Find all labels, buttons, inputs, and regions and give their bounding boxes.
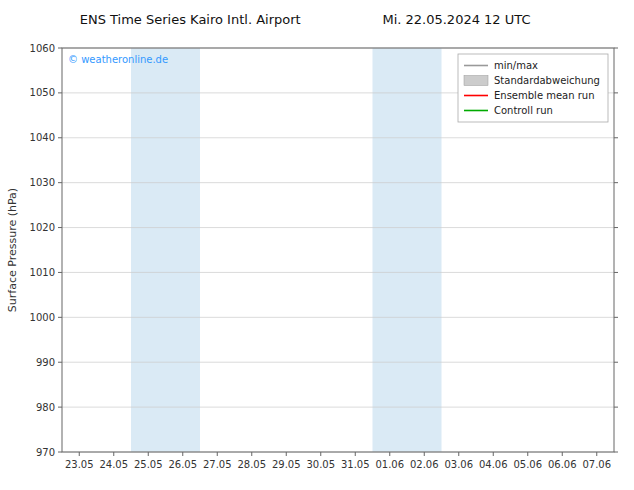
y-tick-label: 1030 — [30, 177, 55, 188]
legend-swatch — [464, 95, 488, 97]
legend-label: min/max — [494, 60, 538, 71]
grid-line — [62, 407, 614, 408]
y-tick — [58, 407, 62, 408]
shaded-regions — [131, 48, 442, 452]
y-tick-label: 1040 — [30, 132, 55, 143]
title: ENS Time Series Kairo Intl. Airport — [80, 12, 301, 27]
x-tick — [217, 452, 218, 456]
shaded-region — [131, 48, 200, 452]
x-tick-label: 06.06 — [548, 459, 577, 470]
x-tick-label: 02.06 — [410, 459, 439, 470]
legend-swatch — [464, 110, 488, 112]
x-tick-label: 29.05 — [272, 459, 301, 470]
x-tick — [113, 452, 114, 456]
y-tick — [58, 272, 62, 273]
grid-line — [62, 137, 614, 138]
x-tick-label: 03.06 — [444, 459, 473, 470]
x-axis: 23.05 24.05 25.05 26.05 27.05 28.05 29.05 30.05… — [65, 452, 611, 470]
y-tick — [58, 92, 62, 93]
y-tick-right — [614, 227, 618, 228]
x-tick-label: 28.05 — [237, 459, 266, 470]
y-tick-label: 1020 — [30, 222, 55, 233]
x-tick-label: 05.06 — [513, 459, 542, 470]
x-tick — [148, 452, 149, 456]
grid-line — [62, 317, 614, 318]
x-tick — [596, 452, 597, 456]
y-tick-right — [614, 272, 618, 273]
grid-line — [62, 362, 614, 363]
y-tick-right — [614, 452, 618, 453]
y-tick-label: 990 — [36, 357, 55, 368]
x-tick — [389, 452, 390, 456]
x-tick — [286, 452, 287, 456]
y-tick — [58, 452, 62, 453]
x-tick — [493, 452, 494, 456]
x-tick — [562, 452, 563, 456]
x-tick-label: 30.05 — [306, 459, 335, 470]
legend-label: Ensemble mean run — [494, 90, 595, 101]
y-tick — [58, 317, 62, 318]
grid-line — [62, 182, 614, 183]
y-tick-right — [614, 137, 618, 138]
grid-line — [62, 272, 614, 273]
y-tick-right — [614, 92, 618, 93]
x-tick — [320, 452, 321, 456]
y-tick-label: 1010 — [30, 267, 55, 278]
plot-frame — [62, 48, 614, 452]
x-tick-label: 23.05 — [65, 459, 94, 470]
y-tick-label: 970 — [36, 447, 55, 458]
x-tick — [251, 452, 252, 456]
y-tick-right — [614, 182, 618, 183]
x-tick-label: 01.06 — [375, 459, 404, 470]
legend-frame — [458, 54, 608, 122]
x-tick — [79, 452, 80, 456]
legend-swatch — [464, 76, 488, 86]
y-tick — [58, 48, 62, 49]
x-tick-label: 07.06 — [582, 459, 611, 470]
x-tick — [182, 452, 183, 456]
shaded-region — [373, 48, 442, 452]
y-tick-right — [614, 48, 618, 49]
y-tick-label: 980 — [36, 402, 55, 413]
legend-swatch — [464, 65, 488, 67]
y-tick-right — [614, 407, 618, 408]
x-tick — [355, 452, 356, 456]
x-tick-label: 31.05 — [341, 459, 370, 470]
y-tick-right — [614, 362, 618, 363]
watermark: © weatheronline.de — [68, 54, 168, 65]
y-tick — [58, 182, 62, 183]
chart: 970 980 990 1000 1010 1020 1030 1040 1050 1060 23.… — [0, 0, 634, 490]
x-tick — [527, 452, 528, 456]
y-tick-label: 1000 — [30, 312, 55, 323]
y-axis: 970 980 990 1000 1010 1020 1030 1040 1050 1060 — [30, 43, 618, 458]
x-tick-label: 04.06 — [479, 459, 508, 470]
y-tick — [58, 137, 62, 138]
y-tick — [58, 227, 62, 228]
y-tick — [58, 362, 62, 363]
y-tick-label: 1060 — [30, 43, 55, 54]
x-tick-label: 27.05 — [203, 459, 232, 470]
y-tick-right — [614, 317, 618, 318]
x-tick — [458, 452, 459, 456]
legend: min/max Standardabweichung Ensemble mean r… — [458, 54, 608, 122]
subtitle: Mi. 22.05.2024 12 UTC — [382, 12, 530, 27]
grid-line — [62, 227, 614, 228]
x-tick-label: 25.05 — [134, 459, 163, 470]
legend-label: Standardabweichung — [494, 75, 600, 86]
x-tick — [424, 452, 425, 456]
y-axis-label: Surface Pressure (hPa) — [6, 188, 19, 312]
y-tick-label: 1050 — [30, 87, 55, 98]
legend-label: Controll run — [494, 105, 553, 116]
x-tick-label: 24.05 — [99, 459, 128, 470]
x-tick-label: 26.05 — [168, 459, 197, 470]
